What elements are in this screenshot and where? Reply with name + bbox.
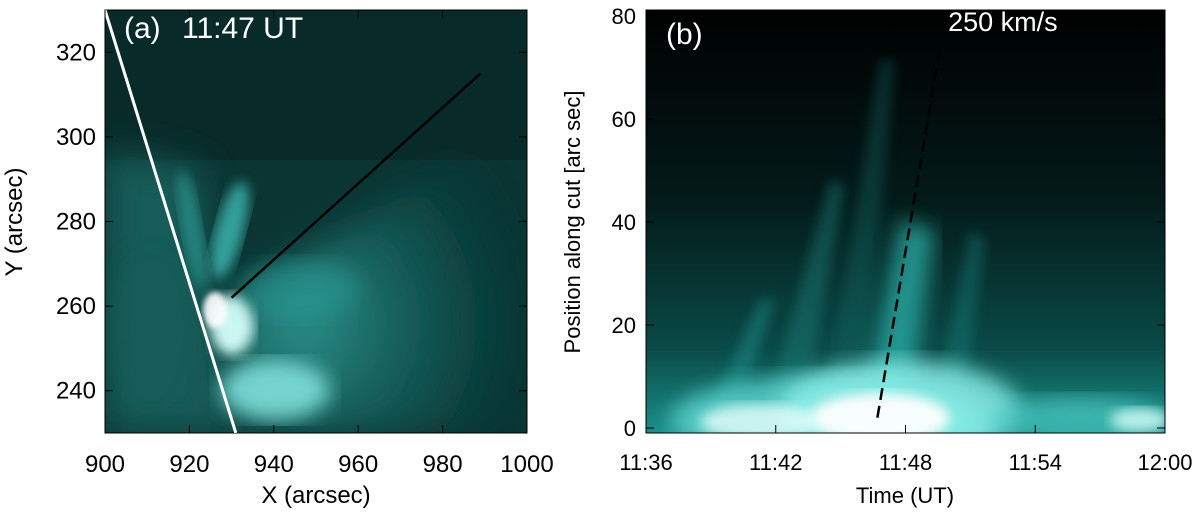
- panel-a-xtick-label: 1000: [500, 451, 553, 478]
- panel-b-ytick-label: 20: [612, 313, 636, 338]
- panel-a-xtick-label: 980: [423, 451, 463, 478]
- panel-a-xtick-label: 940: [254, 451, 294, 478]
- panel-b-ytick-label: 40: [612, 210, 636, 235]
- panel-b-axes: 11:36 11:42 11:48 11:54 12:00 0 20 40 60 80: [612, 4, 1193, 475]
- panel-a-ytick-label: 320: [56, 39, 96, 66]
- panel-b-label: (b): [666, 18, 703, 51]
- panel-b-ytick-label: 80: [612, 4, 636, 29]
- panel-a-title: 11:47 UT: [182, 12, 303, 45]
- panel-b: 250 km/s 11:36 11:42 11:48 11:54 12:00 0 20 40 6…: [560, 4, 1193, 508]
- panel-a-ytick-label: 300: [56, 124, 96, 151]
- panel-b-xlabel: Time (UT): [856, 483, 954, 508]
- panel-b-ylabel: Position along cut [arc sec]: [560, 91, 585, 354]
- fit-line: [876, 46, 942, 418]
- panel-a-axes: 900 920 940 960 980 1000 240 260 280 300 320: [56, 10, 554, 478]
- panel-a-xtick-label: 900: [85, 451, 125, 478]
- panel-a-label: (a): [124, 12, 161, 45]
- fit-line-label: 250 km/s: [948, 7, 1058, 37]
- panel-a-ylabel: Y (arcsec): [1, 168, 28, 277]
- panel-b-xtick-label: 11:36: [619, 450, 672, 475]
- panel-b-xtick-label: 11:48: [879, 450, 932, 475]
- panel-a: 900 920 940 960 980 1000 240 260 280 300 320 (a) 1…: [1, 9, 554, 509]
- panel-a-ytick-label: 240: [56, 378, 96, 405]
- panel-a-ytick-label: 260: [56, 293, 96, 320]
- limb-line: [105, 10, 238, 433]
- panel-b-ytick-label: 60: [612, 107, 636, 132]
- panel-b-xtick-label: 12:00: [1137, 450, 1192, 475]
- panel-a-xtick-label: 960: [338, 451, 378, 478]
- panel-a-xlabel: X (arcsec): [261, 482, 370, 509]
- panel-a-image: [105, 10, 527, 433]
- cut-line: [230, 72, 482, 299]
- panel-b-image: [646, 10, 1165, 433]
- panel-a-xtick-label: 920: [169, 451, 209, 478]
- panel-b-xtick-label: 11:42: [749, 450, 802, 475]
- panel-b-ytick-label: 0: [624, 416, 636, 441]
- panel-b-xtick-label: 11:54: [1009, 450, 1062, 475]
- panel-a-ytick-label: 280: [56, 209, 96, 236]
